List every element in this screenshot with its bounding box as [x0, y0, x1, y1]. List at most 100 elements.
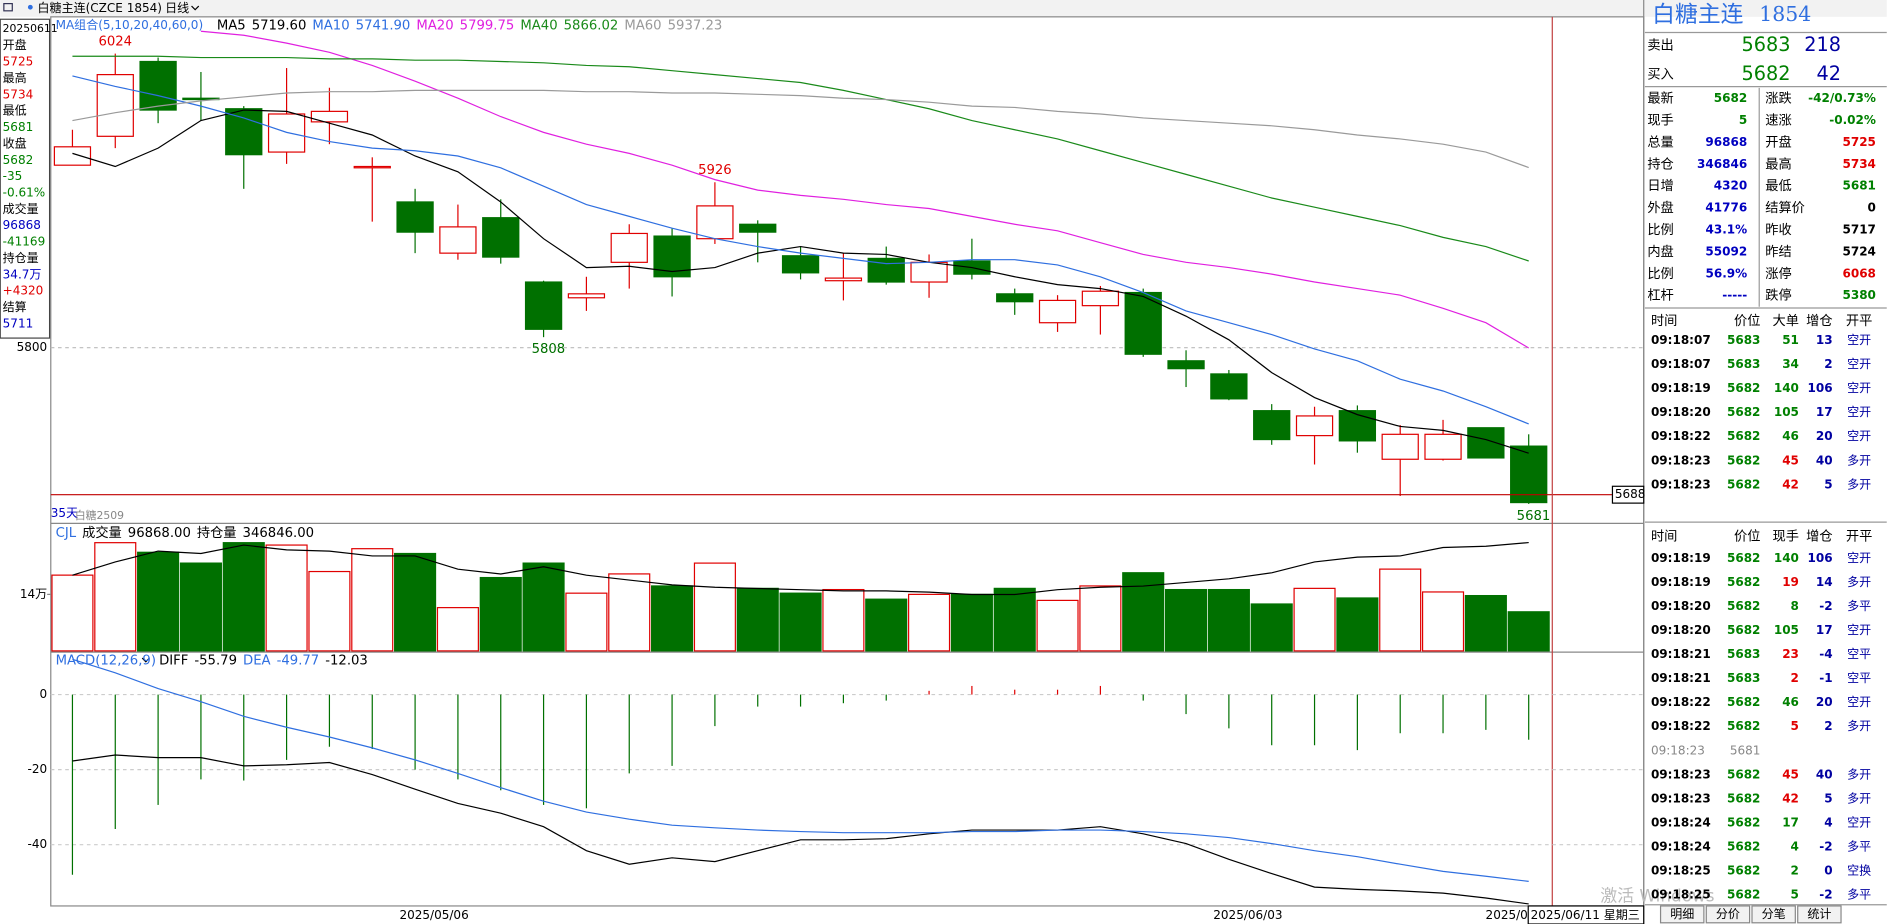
- table-cell: 09:18:23: [1651, 767, 1711, 781]
- quote-code: 1854: [1759, 2, 1811, 26]
- table-cell: 09:18:24: [1651, 815, 1711, 829]
- candle-body: [1167, 360, 1205, 370]
- tab-label[interactable]: 分价: [1716, 907, 1740, 921]
- table-cell: 09:18:07: [1651, 333, 1711, 347]
- table-cell: 空开: [1847, 551, 1871, 565]
- legend-name: MA60: [624, 18, 661, 33]
- table-cell: 多开: [1847, 719, 1871, 733]
- stat-label: 现手: [1647, 113, 1673, 129]
- tab[interactable]: [1797, 905, 1842, 924]
- table-cell: 空开: [1847, 695, 1871, 709]
- ma-line: [72, 109, 1529, 454]
- info-line: 5681: [3, 120, 34, 134]
- candle-body: [1510, 445, 1548, 504]
- legend-name: DEA: [243, 654, 271, 669]
- volume-bar: [822, 588, 865, 652]
- info-date: 20250611: [3, 22, 58, 35]
- stat-label: 昨收: [1765, 222, 1791, 238]
- x-tick-label: 2025/06/03: [1213, 908, 1282, 922]
- volume-bar: [908, 593, 951, 652]
- stat-value: 0: [1868, 201, 1876, 215]
- stat-value: -42/0.73%: [1808, 91, 1876, 105]
- volume-bar: [351, 548, 394, 652]
- table-cell: 140: [1774, 381, 1799, 395]
- tab[interactable]: [1659, 905, 1705, 924]
- stat-label: 日增: [1647, 178, 1673, 194]
- tab-label[interactable]: 明细: [1670, 907, 1694, 921]
- x-tick-label: 2025/05/06: [399, 908, 468, 922]
- candle-body: [1467, 427, 1505, 459]
- table-header: 开平: [1846, 530, 1872, 545]
- stat-value: 96868: [1705, 135, 1747, 149]
- stat-label: 开盘: [1765, 133, 1791, 150]
- table-cell: 5682: [1727, 551, 1760, 565]
- info-line: 5682: [3, 153, 34, 167]
- stat-label: 内盘: [1647, 243, 1673, 260]
- table-cell: 4: [1791, 840, 1799, 854]
- table-cell: 空平: [1847, 671, 1871, 685]
- chart-frame: [50, 16, 1645, 907]
- legend-name: 成交量: [82, 524, 122, 541]
- stat-value: 41776: [1705, 201, 1747, 215]
- candle-body: [310, 110, 349, 123]
- table-cell: 20: [1816, 429, 1833, 443]
- volume-bar: [51, 574, 94, 652]
- info-line: 5734: [3, 87, 34, 101]
- volume-bar: [1207, 588, 1250, 652]
- volume-bar: [950, 593, 993, 652]
- table-cell: 2: [1791, 864, 1799, 878]
- macd-line: [72, 658, 1529, 882]
- range-label: 35天: [51, 506, 78, 520]
- y-tick-label: 0: [40, 687, 48, 701]
- table-cell: 0: [1824, 864, 1832, 878]
- info-line: 最高: [3, 70, 27, 85]
- table-cell: 51: [1782, 333, 1799, 347]
- legend-value: 5866.02: [564, 18, 619, 33]
- table-cell: 106: [1808, 551, 1833, 565]
- table-header: 现手: [1772, 529, 1798, 545]
- table-cell: 09:18:21: [1651, 647, 1711, 661]
- volume-bar: [1250, 603, 1293, 652]
- watermark: 激活 Windows: [1600, 885, 1714, 905]
- table-cell: 5682: [1727, 575, 1760, 589]
- stat-label: 持仓: [1647, 156, 1673, 172]
- table-cell: 5682: [1727, 405, 1760, 419]
- table-cell: 09:18:22: [1651, 429, 1711, 443]
- open-interest-line: [72, 541, 1529, 596]
- volume-bar: [479, 576, 522, 652]
- table-cell: 多开: [1847, 767, 1871, 781]
- candle-body: [1381, 433, 1419, 460]
- tab[interactable]: [1705, 905, 1751, 924]
- legend-value: -12.03: [325, 654, 368, 669]
- tab-label[interactable]: 统计: [1807, 907, 1831, 921]
- book-price: 5682: [1742, 62, 1791, 85]
- legend-value: 5719.60: [252, 18, 307, 33]
- x-tick-label: 2025/06/: [1486, 908, 1541, 922]
- stat-label: 杠杆: [1647, 288, 1673, 304]
- candle-body: [696, 205, 734, 240]
- y-tick-label: 5800: [17, 340, 48, 354]
- table-cell: 46: [1782, 429, 1799, 443]
- stat-value: 56.9%: [1706, 266, 1748, 280]
- panel-title: CJL: [56, 526, 77, 541]
- table-header: 时间: [1651, 529, 1677, 545]
- table-cell: 2: [1824, 719, 1832, 733]
- high-label: 5926: [698, 163, 732, 178]
- tab-label[interactable]: 分笔: [1762, 906, 1786, 921]
- table-cell: 17: [1816, 405, 1833, 419]
- table-cell: 5682: [1727, 599, 1760, 613]
- period-selector[interactable]: 日线: [165, 1, 189, 15]
- candle-body: [1210, 373, 1248, 400]
- volume-bar: [222, 542, 265, 652]
- volume-bar: [1336, 597, 1379, 652]
- volume-bar: [1079, 585, 1122, 652]
- stat-value: 5717: [1842, 223, 1875, 237]
- tab[interactable]: [1751, 905, 1796, 924]
- stat-label: 涨跌: [1765, 91, 1791, 107]
- table-cell: 20: [1816, 695, 1833, 709]
- info-line: -0.61%: [3, 185, 46, 199]
- candle-body: [225, 108, 263, 156]
- table-cell: 09:18:25: [1651, 864, 1711, 878]
- dot-icon: [27, 4, 33, 10]
